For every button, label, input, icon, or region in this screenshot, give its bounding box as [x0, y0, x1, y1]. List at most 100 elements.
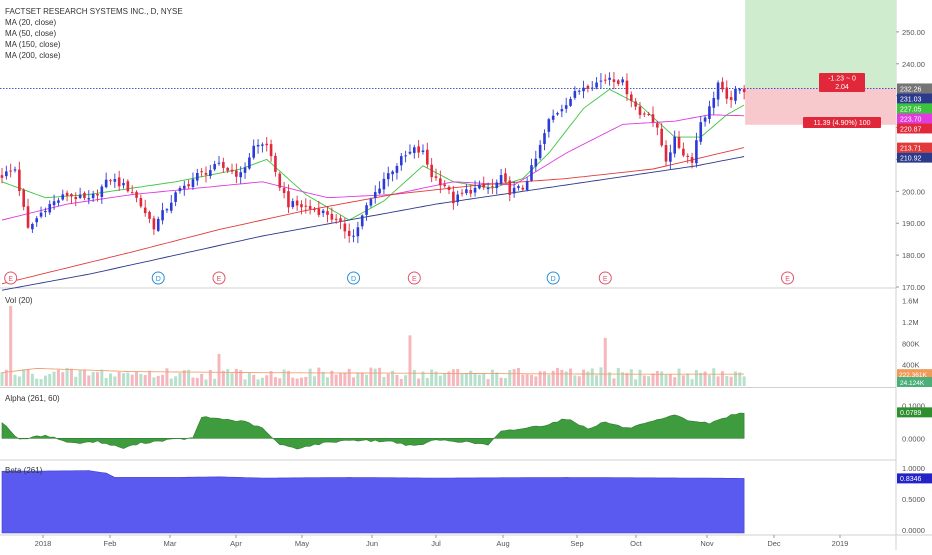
- volume-bar: [304, 376, 308, 386]
- candle-body: [434, 176, 438, 178]
- volume-bar: [699, 372, 703, 386]
- time-tick-label-4: May: [295, 539, 309, 548]
- candle-body: [252, 145, 256, 158]
- beta-tick-label-2: 0.0000: [902, 526, 925, 535]
- earnings-event-marker: [4, 271, 18, 285]
- volume-bar: [0, 372, 4, 386]
- candle-body: [204, 172, 208, 175]
- candle-body: [538, 144, 542, 159]
- ma50-legend[interactable]: MA (50, close): [5, 29, 57, 38]
- time-tick-label-3: Apr: [230, 539, 242, 548]
- price-tag-box-2: [897, 103, 932, 114]
- price-tick-label-7: 180.00: [902, 251, 925, 260]
- volume-bar: [608, 372, 612, 386]
- candle-body: [248, 157, 251, 169]
- volume-bar: [733, 371, 737, 386]
- volume-bar: [543, 371, 546, 386]
- candle-body: [456, 194, 459, 203]
- candle-body: [408, 151, 412, 154]
- candle-body: [725, 87, 729, 99]
- volume-bar: [130, 374, 134, 386]
- volume-bar: [707, 375, 711, 386]
- volume-tick-label-2: 800K: [902, 339, 920, 348]
- candle-body: [638, 106, 642, 115]
- candle-body: [625, 80, 629, 95]
- volume-bar: [17, 376, 21, 386]
- volume-bar: [286, 370, 290, 386]
- candle-body: [630, 94, 633, 102]
- candle-body: [169, 202, 173, 211]
- price-tag-label-1: 231.03: [900, 96, 922, 103]
- earnings-event-label-4: E: [412, 276, 417, 283]
- time-tick-label-6: Jul: [431, 539, 441, 548]
- candle-body: [386, 173, 390, 180]
- candle-body: [196, 173, 199, 181]
- candle-body: [265, 143, 269, 146]
- beta-tick-label-0: 1.0000: [902, 464, 925, 473]
- candle-body: [347, 230, 351, 236]
- candle-body: [261, 144, 264, 146]
- volume-bar: [660, 371, 664, 386]
- time-tick-label-1: Feb: [104, 539, 117, 548]
- alpha-tag-label: 0.0789: [900, 410, 922, 417]
- volume-bar: [221, 370, 225, 386]
- candle-body: [334, 218, 338, 220]
- volume-bar: [703, 371, 707, 386]
- volume-bar: [521, 374, 525, 386]
- earnings-event-label-7: E: [785, 276, 790, 283]
- volume-bar: [91, 372, 95, 386]
- position-label-box: [819, 73, 865, 92]
- ma150-legend[interactable]: MA (150, close): [5, 40, 61, 49]
- alpha-tag-box: [897, 407, 932, 418]
- volume-bar: [165, 368, 169, 386]
- beta-title[interactable]: Beta (261): [5, 466, 43, 475]
- candle-body: [391, 171, 394, 175]
- candle-body: [716, 82, 720, 100]
- volume-bar: [148, 370, 152, 386]
- candle-body: [465, 189, 468, 194]
- candle-body: [70, 194, 73, 197]
- candle-body: [65, 192, 69, 196]
- ma50-line: [1, 114, 745, 221]
- volume-bar: [573, 375, 577, 386]
- volume-bar: [694, 370, 698, 386]
- alpha-tick-label-1: 0.0000: [902, 434, 925, 443]
- candle-body: [495, 182, 499, 189]
- volume-bar: [312, 376, 316, 386]
- candle-body: [586, 85, 590, 89]
- volume-bar: [395, 374, 399, 386]
- candle-body: [304, 205, 308, 207]
- candle-body: [191, 179, 195, 188]
- ma20-legend[interactable]: MA (20, close): [5, 18, 57, 27]
- volume-bar: [673, 377, 677, 386]
- alpha-title[interactable]: Alpha (261, 60): [5, 394, 60, 403]
- volume-title[interactable]: Vol (20): [5, 296, 33, 305]
- dividend-event-marker: [347, 271, 361, 285]
- candle-body: [209, 170, 212, 177]
- candle-body: [399, 156, 403, 166]
- ma200-legend[interactable]: MA (200, close): [5, 51, 61, 60]
- volume-bar: [35, 378, 39, 386]
- volume-bar: [48, 373, 52, 386]
- volume-bar: [382, 377, 386, 386]
- volume-bar: [590, 368, 594, 386]
- time-tick-label-9: Oct: [630, 539, 643, 548]
- beta-tag-box: [897, 473, 932, 484]
- volume-bar: [512, 369, 516, 386]
- volume-bar: [534, 376, 538, 386]
- candle-body: [126, 181, 130, 192]
- volume-bar: [430, 369, 434, 386]
- volume-bar: [677, 368, 681, 386]
- volume-bar: [438, 375, 442, 386]
- volume-bar: [217, 354, 221, 386]
- volume-bar: [373, 368, 377, 386]
- volume-bar: [503, 378, 507, 386]
- candle-body: [31, 223, 34, 230]
- candle-body: [712, 98, 716, 108]
- candle-body: [274, 155, 277, 172]
- volume-bar: [109, 373, 112, 386]
- volume-bar: [191, 377, 195, 386]
- volume-bar: [547, 374, 551, 386]
- candle-body: [22, 189, 25, 207]
